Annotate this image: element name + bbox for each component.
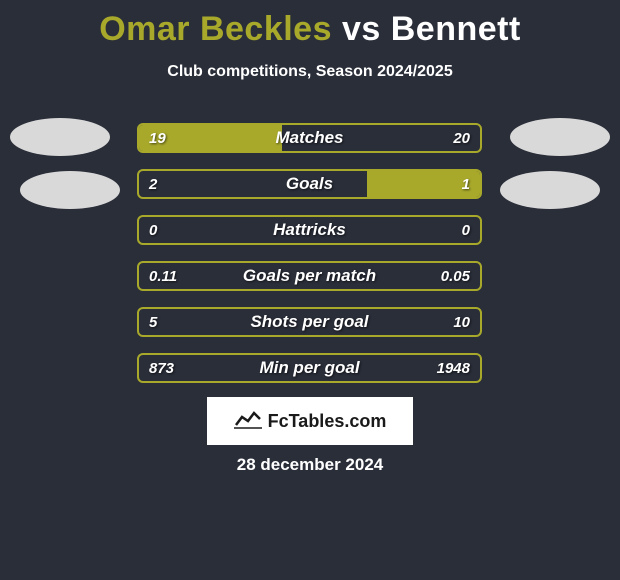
stat-bar: 0.110.05Goals per match [137, 261, 482, 291]
comparison-title: Omar Beckles vs Bennett [0, 0, 620, 49]
player1-avatar [10, 118, 110, 156]
stat-label: Goals per match [139, 263, 480, 289]
stats-bars: 1920Matches 21Goals 00Hattricks 0.110.05Goa… [137, 123, 482, 399]
stat-label: Hattricks [139, 217, 480, 243]
stat-bar: 1920Matches [137, 123, 482, 153]
player2-avatar [510, 118, 610, 156]
stat-bar: 00Hattricks [137, 215, 482, 245]
stat-bar: 21Goals [137, 169, 482, 199]
stat-label: Shots per goal [139, 309, 480, 335]
branding-text: FcTables.com [268, 411, 387, 432]
stat-bar: 510Shots per goal [137, 307, 482, 337]
branding-badge: FcTables.com [207, 397, 413, 445]
stat-label: Goals [139, 171, 480, 197]
vs-text: vs [342, 10, 381, 48]
player2-avatar-shadow [500, 171, 600, 209]
player1-name: Omar Beckles [99, 10, 332, 48]
player1-avatar-shadow [20, 171, 120, 209]
stat-label: Matches [139, 125, 480, 151]
chart-line-icon [234, 409, 262, 434]
snapshot-date: 28 december 2024 [0, 455, 620, 475]
subtitle: Club competitions, Season 2024/2025 [0, 63, 620, 81]
player2-name: Bennett [391, 10, 521, 48]
stat-bar: 8731948Min per goal [137, 353, 482, 383]
stat-label: Min per goal [139, 355, 480, 381]
